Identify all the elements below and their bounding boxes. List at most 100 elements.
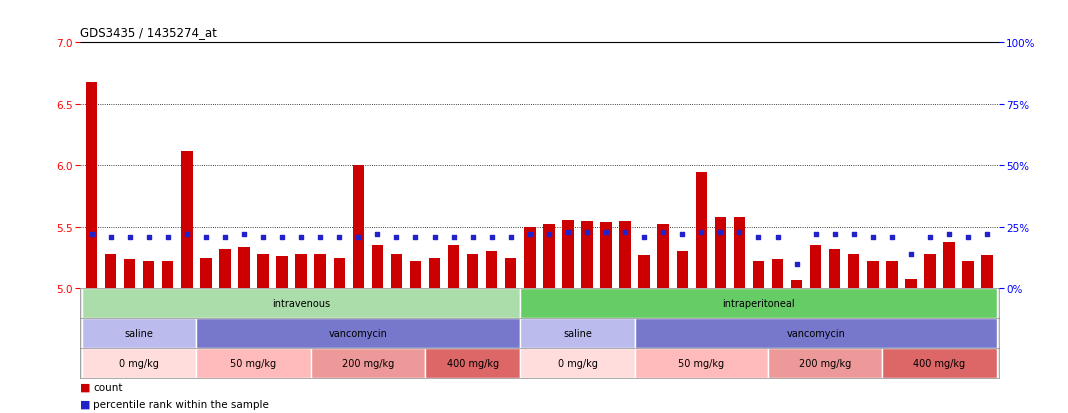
Bar	[619, 221, 631, 289]
Bar	[634, 348, 768, 378]
Bar	[639, 256, 649, 289]
Bar	[238, 247, 250, 289]
Point	[103, 234, 120, 240]
Bar	[143, 262, 155, 289]
Bar	[962, 262, 974, 289]
Point	[655, 229, 672, 235]
Bar	[505, 258, 517, 289]
Point	[388, 234, 405, 240]
Text: GDS3435 / 1435274_at: GDS3435 / 1435274_at	[80, 26, 217, 39]
Point	[807, 231, 824, 238]
Point	[827, 231, 844, 238]
Point	[941, 231, 958, 238]
Bar	[85, 83, 97, 289]
Point	[426, 234, 443, 240]
Point	[674, 231, 691, 238]
Point	[407, 234, 424, 240]
Bar	[425, 348, 520, 378]
Point	[235, 231, 252, 238]
Bar	[314, 254, 326, 289]
Bar	[182, 151, 192, 289]
Bar	[924, 254, 936, 289]
Bar	[162, 262, 173, 289]
Point	[83, 231, 100, 238]
Point	[254, 234, 271, 240]
Text: ■: ■	[80, 399, 91, 408]
Bar	[257, 254, 269, 289]
Point	[579, 229, 596, 235]
Point	[902, 251, 920, 258]
Point	[349, 234, 366, 240]
Point	[693, 229, 710, 235]
Bar	[734, 218, 745, 289]
Point	[712, 229, 729, 235]
Bar	[848, 254, 860, 289]
Text: 400 mg/kg: 400 mg/kg	[913, 358, 965, 368]
Point	[159, 234, 176, 240]
Point	[121, 234, 138, 240]
Bar	[906, 279, 916, 289]
Text: vancomycin: vancomycin	[329, 328, 388, 338]
Point	[368, 231, 386, 238]
Text: vancomycin: vancomycin	[786, 328, 845, 338]
Bar	[658, 225, 669, 289]
Bar	[695, 172, 707, 289]
Point	[864, 234, 881, 240]
Point	[217, 234, 234, 240]
Bar	[486, 252, 498, 289]
Bar	[296, 254, 307, 289]
Bar	[82, 289, 520, 318]
Point	[883, 234, 900, 240]
Bar	[219, 249, 231, 289]
Bar	[467, 254, 478, 289]
Text: 200 mg/kg: 200 mg/kg	[799, 358, 851, 368]
Bar	[82, 348, 197, 378]
Bar	[447, 246, 459, 289]
Bar	[714, 218, 726, 289]
Bar	[391, 254, 403, 289]
Bar	[352, 166, 364, 289]
Bar	[520, 289, 996, 318]
Point	[978, 231, 995, 238]
Point	[922, 234, 939, 240]
Bar	[600, 223, 612, 289]
Bar	[82, 318, 197, 348]
Bar	[943, 242, 955, 289]
Text: 0 mg/kg: 0 mg/kg	[557, 358, 597, 368]
Bar	[829, 249, 841, 289]
Point	[521, 231, 538, 238]
Bar	[277, 257, 287, 289]
Bar	[520, 318, 634, 348]
Point	[331, 234, 348, 240]
Point	[140, 234, 157, 240]
Point	[959, 234, 976, 240]
Point	[597, 229, 614, 235]
Text: percentile rank within the sample: percentile rank within the sample	[93, 399, 269, 408]
Text: intraperitoneal: intraperitoneal	[722, 299, 795, 309]
Text: saline: saline	[563, 328, 592, 338]
Point	[502, 234, 519, 240]
Point	[845, 231, 862, 238]
Point	[198, 234, 215, 240]
Point	[293, 234, 310, 240]
Bar	[333, 258, 345, 289]
Point	[616, 229, 633, 235]
Bar	[562, 220, 574, 289]
Bar	[520, 348, 634, 378]
Bar	[753, 262, 765, 289]
Point	[273, 234, 290, 240]
Text: 50 mg/kg: 50 mg/kg	[678, 358, 724, 368]
Bar	[124, 259, 136, 289]
Bar	[429, 258, 440, 289]
Point	[178, 231, 195, 238]
Bar	[105, 254, 116, 289]
Bar	[581, 221, 593, 289]
Text: count: count	[93, 382, 123, 392]
Bar	[791, 280, 802, 289]
Text: 400 mg/kg: 400 mg/kg	[446, 358, 499, 368]
Point	[483, 234, 500, 240]
Bar	[768, 348, 882, 378]
Bar	[981, 256, 993, 289]
Bar	[772, 259, 783, 289]
Text: 200 mg/kg: 200 mg/kg	[342, 358, 394, 368]
